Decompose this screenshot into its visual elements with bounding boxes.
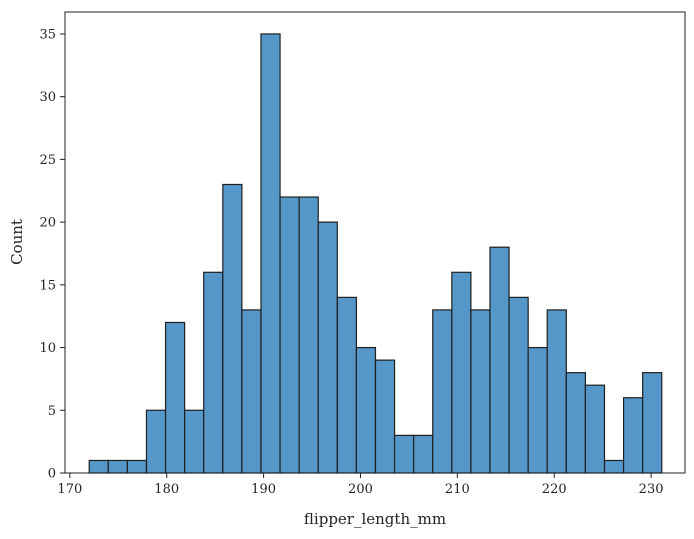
histogram-bar: [470, 309, 491, 474]
histogram-bar: [279, 196, 300, 474]
y-tick-label: 25: [39, 153, 56, 168]
x-tick-label: 210: [445, 482, 470, 497]
x-tick-label: 220: [542, 482, 567, 497]
x-tick-label: 180: [154, 482, 179, 497]
histogram-bar: [126, 459, 148, 474]
histogram-bar: [184, 409, 205, 474]
y-tick-label: 10: [39, 341, 56, 356]
histogram-bar: [603, 459, 625, 474]
histogram-bar: [298, 196, 319, 474]
histogram-bar: [222, 183, 243, 474]
y-tick-label: 35: [39, 27, 56, 42]
x-axis: 170 180 190 200 210 220 230: [57, 473, 664, 497]
histogram-bar: [622, 397, 644, 474]
y-tick-label: 15: [39, 278, 56, 293]
y-tick-label: 30: [39, 90, 56, 105]
histogram-bar: [164, 321, 186, 474]
y-tick-label: 5: [48, 404, 56, 419]
histogram-bar: [546, 309, 567, 474]
histogram-bar: [355, 346, 377, 474]
y-axis: 0 5 10 15 20 25 30 35: [39, 27, 65, 482]
y-axis-label: Count: [8, 219, 26, 265]
histogram-bar: [527, 346, 548, 474]
histogram-bar: [393, 434, 415, 474]
histogram-bar: [642, 372, 663, 474]
histogram-bar: [584, 384, 606, 474]
x-tick-label: 200: [348, 482, 373, 497]
histogram-bar: [260, 33, 281, 474]
histogram-bar: [508, 296, 529, 474]
histogram-bar: [88, 459, 109, 474]
histogram-bar: [413, 434, 434, 474]
histogram-bar: [317, 221, 338, 474]
histogram-bar: [489, 246, 510, 474]
x-tick-label: 190: [251, 482, 276, 497]
histogram-bar: [203, 271, 224, 474]
x-tick-label: 230: [639, 482, 664, 497]
histogram-bar: [107, 459, 128, 474]
histogram-bar: [451, 271, 472, 474]
histogram-bar: [374, 359, 396, 474]
histogram-bar: [145, 409, 167, 474]
histogram-bar: [241, 309, 262, 474]
x-axis-label: flipper_length_mm: [304, 510, 446, 528]
histogram-bar: [432, 309, 453, 474]
y-tick-label: 0: [48, 467, 56, 482]
histogram-bar: [565, 372, 587, 474]
y-tick-label: 20: [39, 216, 56, 231]
bars-group: [88, 33, 663, 474]
plot-frame: [64, 11, 686, 474]
x-tick-label: 170: [57, 482, 82, 497]
histogram-bar: [336, 296, 358, 474]
